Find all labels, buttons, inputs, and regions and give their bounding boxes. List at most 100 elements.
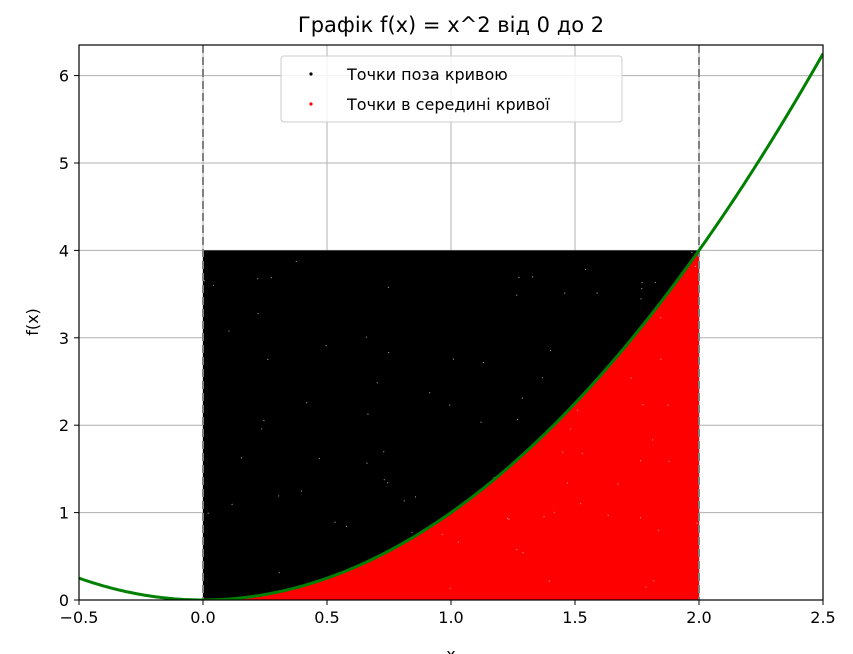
scatter-point bbox=[696, 522, 698, 524]
scatter-point bbox=[376, 382, 378, 384]
x-axis-label: x bbox=[446, 645, 455, 654]
scatter-point bbox=[517, 418, 519, 421]
legend-label-inside: Точки в середині кривої bbox=[346, 95, 550, 114]
scatter-point bbox=[207, 512, 209, 514]
x-tick-label: 2.5 bbox=[810, 608, 835, 627]
scatter-point bbox=[411, 531, 413, 534]
y-tick-label: 1 bbox=[59, 504, 69, 523]
chart-title: Графік f(x) = x^2 від 0 до 2 bbox=[298, 13, 604, 37]
scatter-point bbox=[579, 503, 582, 505]
scatter-point bbox=[300, 490, 303, 492]
scatter-point bbox=[278, 495, 280, 497]
scatter-point bbox=[345, 525, 348, 527]
scatter-point bbox=[203, 280, 206, 282]
scatter-point bbox=[441, 533, 443, 536]
x-tick-label: −0.5 bbox=[60, 608, 99, 627]
scatter-point bbox=[516, 294, 518, 296]
scatter-point bbox=[212, 284, 215, 286]
scatter-point bbox=[639, 517, 642, 519]
scatter-point bbox=[570, 428, 572, 430]
scatter-point bbox=[387, 482, 389, 484]
scatter-point bbox=[659, 317, 662, 319]
scatter-point bbox=[639, 460, 642, 462]
scatter-point bbox=[508, 518, 510, 520]
scatter-point bbox=[414, 496, 417, 498]
x-axis: −0.5 0.0 0.5 1.0 1.5 2.0 2.5 bbox=[60, 600, 836, 627]
scatter-point bbox=[325, 345, 327, 347]
scatter-point bbox=[531, 276, 534, 278]
scatter-point bbox=[480, 421, 482, 423]
scatter-point bbox=[543, 516, 545, 518]
x-tick-label: 2.0 bbox=[686, 608, 711, 627]
scatter-point bbox=[257, 313, 259, 315]
scatter-point bbox=[581, 452, 583, 454]
scatter-point bbox=[516, 548, 518, 551]
scatter-point bbox=[652, 439, 654, 441]
scatter-point bbox=[270, 277, 272, 279]
scatter-point bbox=[261, 428, 263, 430]
scatter-point bbox=[318, 457, 321, 460]
scatter-point bbox=[596, 292, 598, 294]
legend-marker-outside bbox=[309, 72, 313, 76]
scatter-point bbox=[506, 517, 509, 520]
y-tick-label: 3 bbox=[59, 329, 69, 348]
scatter-point bbox=[228, 330, 230, 332]
scatter-point bbox=[654, 281, 656, 284]
x-tick-label: 1.0 bbox=[438, 608, 463, 627]
scatter-point bbox=[640, 298, 642, 300]
scatter-point bbox=[541, 377, 544, 379]
scatter-point bbox=[518, 277, 520, 279]
scatter-point bbox=[585, 268, 587, 270]
scatter-point bbox=[645, 586, 647, 588]
scatter-point bbox=[653, 580, 655, 582]
scatter-point bbox=[383, 451, 385, 453]
scatter-point bbox=[482, 361, 484, 364]
scatter-point bbox=[617, 483, 619, 485]
legend-label-outside: Точки поза кривою bbox=[346, 65, 508, 84]
scatter-point bbox=[641, 288, 643, 290]
scatter-point bbox=[630, 377, 632, 379]
scatter-point bbox=[367, 413, 369, 415]
legend-marker-inside bbox=[309, 102, 313, 106]
y-tick-label: 6 bbox=[59, 67, 69, 86]
scatter-point bbox=[660, 358, 662, 360]
y-axis-label: f(x) bbox=[23, 308, 42, 336]
scatter-point bbox=[564, 292, 566, 294]
x-tick-label: 1.5 bbox=[562, 608, 587, 627]
scatter-point bbox=[383, 479, 385, 481]
scatter-point bbox=[365, 336, 367, 338]
scatter-point bbox=[240, 457, 243, 459]
scatter-point bbox=[576, 409, 579, 411]
y-axis: 0 1 2 3 4 5 6 bbox=[59, 67, 79, 610]
y-tick-label: 5 bbox=[59, 154, 69, 173]
scatter-point bbox=[521, 397, 523, 399]
y-tick-label: 0 bbox=[59, 591, 69, 610]
scatter-point bbox=[522, 552, 524, 554]
scatter-point bbox=[641, 282, 643, 284]
scatter-point bbox=[295, 260, 297, 262]
scatter-point bbox=[457, 541, 459, 543]
scatter-point bbox=[278, 572, 280, 574]
scatter-point bbox=[607, 514, 609, 516]
scatter-point bbox=[387, 286, 390, 288]
scatter-point bbox=[694, 265, 696, 267]
scatter-point bbox=[429, 392, 431, 394]
x-tick-label: 0.5 bbox=[314, 608, 339, 627]
scatter-point bbox=[691, 251, 693, 254]
scatter-point bbox=[667, 404, 669, 406]
scatter-point bbox=[388, 351, 390, 354]
x-tick-label: 0.0 bbox=[190, 608, 215, 627]
y-tick-label: 4 bbox=[59, 241, 69, 260]
scatter-point bbox=[267, 358, 269, 361]
scatter-point bbox=[562, 451, 564, 453]
scatter-point bbox=[452, 358, 455, 360]
scatter-point bbox=[334, 521, 336, 523]
curve-line bbox=[79, 52, 823, 600]
scatter-points bbox=[202, 250, 699, 600]
scatter-point bbox=[403, 500, 405, 502]
scatter-point bbox=[231, 503, 233, 505]
scatter-point bbox=[306, 402, 308, 404]
scatter-region-inside bbox=[203, 250, 699, 600]
y-tick-label: 2 bbox=[59, 416, 69, 435]
